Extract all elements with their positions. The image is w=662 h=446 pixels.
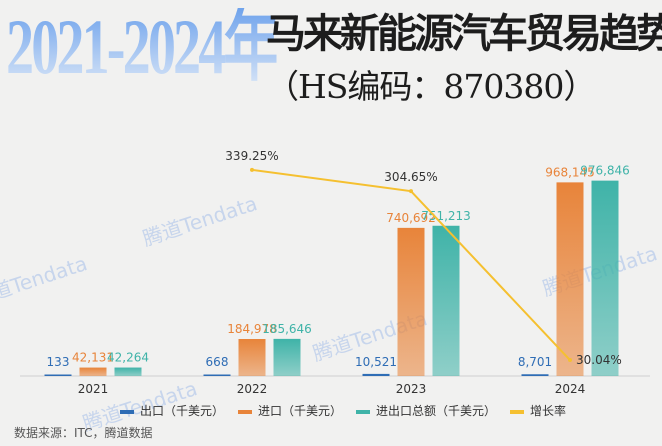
data-label: 751,213 bbox=[421, 209, 471, 223]
data-label: 133 bbox=[47, 355, 70, 369]
data-label: 740,692 bbox=[386, 211, 436, 225]
data-label: 968,145 bbox=[545, 165, 595, 179]
legend-label: 进口（千美元） bbox=[258, 404, 343, 418]
legend: 出口（千美元） 进口（千美元） 进出口总额（千美元） 增长率 bbox=[120, 402, 566, 419]
bar-2 bbox=[591, 180, 619, 376]
bar-2 bbox=[114, 367, 142, 376]
growth-label: 339.25% bbox=[225, 149, 278, 163]
growth-point bbox=[409, 189, 413, 194]
data-label: 184,978 bbox=[227, 322, 277, 336]
growth-point bbox=[250, 167, 254, 172]
bar-2 bbox=[273, 338, 301, 376]
x-tick-label: 2023 bbox=[396, 382, 427, 396]
page-title: 马来新能源汽车贸易趋势 bbox=[266, 10, 662, 57]
growth-label: 30.04% bbox=[576, 353, 622, 367]
data-label: 185,646 bbox=[262, 322, 312, 336]
legend-label: 出口（千美元） bbox=[140, 404, 225, 418]
data-label: 8,701 bbox=[518, 355, 552, 369]
x-tick-label: 2021 bbox=[78, 382, 109, 396]
legend-item: 增长率 bbox=[510, 402, 566, 419]
bar-0 bbox=[362, 373, 390, 376]
data-label: 668 bbox=[206, 355, 229, 369]
legend-item: 进口（千美元） bbox=[238, 402, 342, 419]
growth-point bbox=[568, 358, 572, 363]
data-label: 42,264 bbox=[107, 351, 149, 365]
bar-0 bbox=[203, 374, 231, 376]
legend-label: 增长率 bbox=[530, 404, 567, 418]
bar-0 bbox=[44, 374, 72, 376]
data-label: 42,131 bbox=[72, 351, 114, 365]
x-tick-label: 2024 bbox=[555, 382, 586, 396]
bar-2 bbox=[432, 225, 460, 376]
legend-item: 出口（千美元） bbox=[120, 402, 224, 419]
bar-1 bbox=[238, 339, 266, 376]
page-subtitle: （HS编码：870380） bbox=[266, 67, 596, 106]
bar-1 bbox=[397, 227, 425, 376]
title-years: 2021-2024年 bbox=[6, 3, 280, 90]
legend-label: 进出口总额（千美元） bbox=[376, 404, 497, 418]
source-note: 数据来源：ITC，腾道数据 bbox=[14, 426, 153, 440]
growth-label: 304.65% bbox=[384, 170, 437, 184]
data-label: 10,521 bbox=[355, 355, 397, 369]
data-label: 976,846 bbox=[580, 164, 630, 178]
x-tick-label: 2022 bbox=[237, 382, 268, 396]
legend-item: 进出口总额（千美元） bbox=[356, 402, 496, 419]
bar-0 bbox=[521, 374, 549, 376]
bar-1 bbox=[79, 367, 107, 376]
bar-1 bbox=[556, 182, 584, 376]
